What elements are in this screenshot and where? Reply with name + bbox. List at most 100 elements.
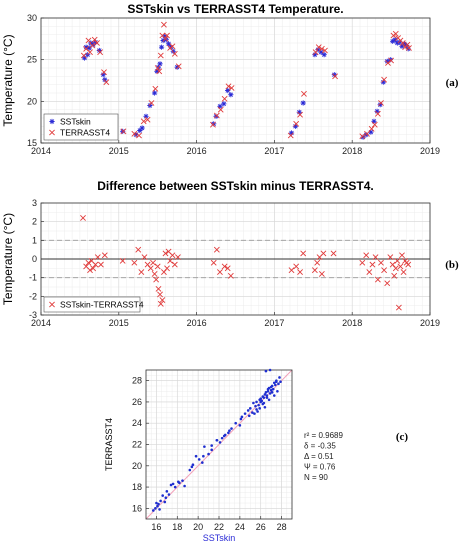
data-point: [139, 125, 145, 131]
data-point: [271, 387, 275, 391]
data-point: [288, 267, 295, 274]
x-tick-label: 28: [277, 522, 287, 532]
data-point: [239, 417, 243, 421]
data-point: [210, 259, 217, 266]
x-tick-label: 2015: [109, 146, 129, 156]
data-point: [207, 452, 210, 456]
data-point: [81, 55, 88, 61]
data-point: [147, 265, 154, 272]
y-tick-label: 25: [27, 55, 37, 65]
data-point: [157, 502, 160, 506]
data-point: [157, 61, 163, 67]
data-point: [266, 387, 270, 391]
data-point: [218, 441, 222, 444]
data-point: [259, 397, 263, 401]
data-point: [359, 133, 366, 140]
y-tick-label: -3: [29, 310, 37, 320]
data-point: [171, 482, 175, 486]
data-point: [137, 127, 143, 134]
data-point: [227, 431, 230, 435]
data-point: [225, 87, 231, 94]
data-point: [399, 43, 405, 49]
data-point: [97, 49, 104, 56]
chart-title: Difference between SSTskin minus TERRASS…: [97, 179, 374, 193]
data-point: [399, 252, 405, 259]
y-axis-label: Temperature (°C): [1, 213, 15, 305]
data-point: [225, 83, 232, 90]
data-point: [380, 79, 386, 85]
data-point: [150, 259, 156, 266]
data-point: [175, 63, 182, 70]
legend-marker: [49, 129, 55, 136]
data-point: [278, 376, 281, 379]
data-point: [377, 102, 383, 108]
panel-label: (b): [445, 259, 459, 271]
data-point: [234, 421, 237, 425]
data-point: [203, 445, 206, 448]
data-point: [248, 407, 252, 410]
data-point: [169, 252, 176, 259]
data-point: [270, 391, 274, 394]
data-point: [152, 85, 159, 92]
data-point: [165, 490, 169, 493]
data-point: [406, 45, 412, 51]
data-point: [155, 285, 162, 292]
data-point: [159, 297, 166, 303]
stat-line: r² = 0.9689: [304, 431, 343, 440]
data-point: [315, 44, 322, 51]
y-tick-label: 1: [32, 235, 37, 245]
data-point: [255, 400, 258, 404]
data-point: [120, 128, 126, 134]
data-point: [401, 41, 407, 47]
data-point: [266, 389, 270, 393]
data-point: [217, 269, 223, 275]
data-point: [197, 458, 201, 461]
data-point: [148, 100, 155, 106]
x-tick-label: 2014: [31, 146, 51, 156]
data-point: [161, 21, 167, 28]
data-point: [138, 269, 145, 275]
x-axis-label: SSTskin: [203, 533, 236, 543]
data-point: [224, 265, 231, 272]
data-point: [381, 76, 388, 83]
data-point: [213, 112, 220, 119]
data-point: [359, 259, 366, 266]
data-point: [368, 125, 375, 132]
data-point: [275, 380, 278, 384]
data-point: [160, 37, 166, 44]
data-point: [162, 250, 169, 257]
data-point: [228, 85, 235, 91]
data-point: [262, 401, 266, 405]
data-point: [201, 461, 204, 464]
stat-line: δ = -0.35: [304, 442, 336, 451]
y-tick-label: 20: [132, 461, 142, 471]
data-point: [90, 265, 97, 272]
data-point: [131, 130, 138, 137]
data-point: [144, 116, 151, 123]
x-tick-label: 2019: [420, 318, 440, 328]
data-point: [300, 250, 307, 257]
data-point: [102, 77, 108, 83]
data-point: [100, 72, 106, 78]
data-point: [190, 465, 194, 469]
data-point: [322, 47, 328, 54]
data-point: [364, 130, 370, 137]
data-point: [154, 68, 160, 74]
data-point: [276, 389, 279, 393]
data-point: [158, 508, 161, 511]
data-point: [381, 267, 388, 274]
data-point: [258, 407, 261, 410]
data-point: [103, 79, 110, 86]
data-point: [80, 215, 86, 221]
data-point: [265, 396, 269, 399]
data-point: [154, 507, 157, 510]
data-point: [155, 501, 158, 505]
data-point: [246, 409, 250, 412]
data-point: [267, 398, 271, 402]
data-point: [215, 438, 219, 442]
data-point: [366, 269, 373, 275]
data-point: [400, 269, 407, 275]
data-point: [392, 37, 398, 43]
data-point: [392, 265, 399, 272]
